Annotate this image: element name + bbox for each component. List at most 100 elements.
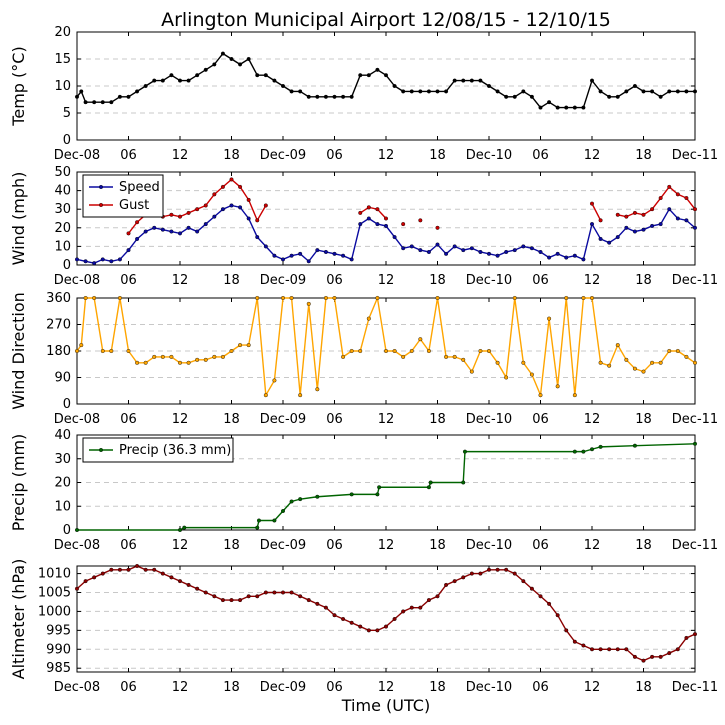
data-point xyxy=(186,78,191,83)
data-point xyxy=(409,89,414,94)
x-tick-label: 12 xyxy=(172,412,189,427)
y-tick-label: 10 xyxy=(54,79,71,94)
data-point xyxy=(315,94,320,99)
x-tick-label: 06 xyxy=(120,273,137,288)
x-tick-label: 06 xyxy=(326,273,343,288)
data-point xyxy=(418,248,423,253)
data-point xyxy=(693,207,698,212)
data-point xyxy=(564,628,569,633)
data-point xyxy=(281,296,286,301)
data-point xyxy=(409,244,414,249)
data-point xyxy=(323,249,328,254)
data-point xyxy=(435,594,440,599)
y-tick-label: 10 xyxy=(54,499,71,514)
data-point xyxy=(358,210,363,215)
data-point xyxy=(675,349,680,354)
data-point xyxy=(452,244,457,249)
data-point xyxy=(375,296,380,301)
data-point xyxy=(632,83,637,88)
data-point xyxy=(529,586,534,591)
y-tick-label: 360 xyxy=(46,291,71,306)
data-point xyxy=(529,246,534,251)
data-point xyxy=(143,229,148,234)
legend-box xyxy=(82,174,164,218)
data-point xyxy=(667,184,672,189)
x-tick-label: Dec-11 xyxy=(672,538,718,553)
data-point xyxy=(461,357,466,362)
x-tick-label: Dec-09 xyxy=(260,412,306,427)
data-point xyxy=(581,643,586,648)
data-point xyxy=(160,571,165,576)
data-point xyxy=(607,94,612,99)
data-point xyxy=(289,253,294,258)
data-point xyxy=(135,236,140,241)
data-point xyxy=(693,89,698,94)
data-point xyxy=(581,105,586,110)
data-point xyxy=(212,192,217,197)
y-tick-label: 20 xyxy=(54,221,71,236)
data-point xyxy=(126,94,131,99)
data-point xyxy=(401,89,406,94)
chart-title: Arlington Municipal Airport 12/08/15 - 1… xyxy=(161,9,611,31)
data-point xyxy=(255,296,260,301)
data-point xyxy=(255,235,260,240)
data-point xyxy=(182,525,187,530)
data-point xyxy=(504,567,509,572)
x-tick-label: 12 xyxy=(172,538,189,553)
data-point xyxy=(289,499,294,504)
data-point xyxy=(126,349,131,354)
data-point xyxy=(598,444,603,449)
data-point xyxy=(289,590,294,595)
data-point xyxy=(529,94,534,99)
series-precip-36-3-mm- xyxy=(74,441,698,533)
data-point xyxy=(555,105,560,110)
data-point xyxy=(375,628,380,633)
data-point xyxy=(263,73,268,78)
data-point xyxy=(109,100,114,105)
y-tick-label: 0 xyxy=(63,523,71,538)
data-point xyxy=(177,78,182,83)
data-point xyxy=(79,343,84,348)
x-tick-label: 18 xyxy=(429,680,446,695)
data-point xyxy=(229,203,234,208)
data-point xyxy=(418,218,423,223)
data-point xyxy=(306,598,311,603)
data-point xyxy=(624,647,629,652)
x-tick-label: Dec-10 xyxy=(466,273,512,288)
x-tick-label: Dec-09 xyxy=(260,538,306,553)
data-point xyxy=(392,83,397,88)
data-point xyxy=(658,360,663,365)
data-point xyxy=(469,78,474,83)
data-point xyxy=(512,94,517,99)
y-tick-label: 990 xyxy=(46,642,71,657)
data-point xyxy=(281,509,286,514)
data-point xyxy=(238,598,243,603)
data-point xyxy=(658,222,663,227)
panel-temp: 0 5 10 15 20 Dec-08 06 12 18 Dec-09 06 12 18 Dec-10 06… xyxy=(9,25,718,163)
data-point xyxy=(135,89,140,94)
data-point xyxy=(615,647,620,652)
data-point xyxy=(684,218,689,223)
data-point xyxy=(246,594,251,599)
legend-label: Speed xyxy=(119,180,160,195)
data-point xyxy=(555,384,560,389)
data-point xyxy=(641,658,646,663)
x-tick-label: 12 xyxy=(584,538,601,553)
x-tick-label: 18 xyxy=(429,148,446,163)
data-point xyxy=(246,57,251,62)
data-point xyxy=(195,229,200,234)
data-point xyxy=(392,235,397,240)
data-point xyxy=(409,605,414,610)
data-point xyxy=(615,343,620,348)
data-point xyxy=(478,249,483,254)
data-point xyxy=(298,393,303,398)
data-point xyxy=(263,590,268,595)
data-point xyxy=(658,654,663,659)
data-point xyxy=(598,236,603,241)
series-line xyxy=(591,203,602,221)
data-point xyxy=(521,89,526,94)
data-point xyxy=(349,620,354,625)
y-tick-label: 15 xyxy=(54,52,71,67)
x-tick-label: 18 xyxy=(429,273,446,288)
